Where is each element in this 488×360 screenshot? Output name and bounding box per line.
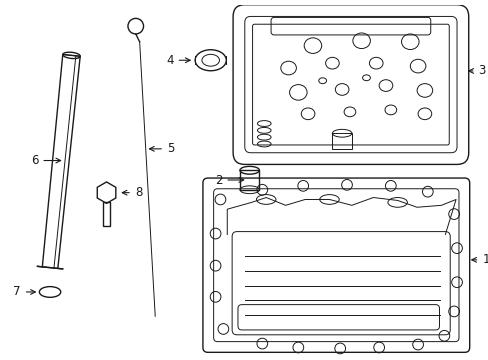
Text: 4: 4 <box>166 54 190 67</box>
Text: 6: 6 <box>31 154 61 167</box>
Text: 3: 3 <box>468 64 485 77</box>
Text: 1: 1 <box>471 253 488 266</box>
Text: 8: 8 <box>122 186 142 199</box>
Text: 2: 2 <box>214 174 243 186</box>
Text: 5: 5 <box>149 142 174 156</box>
Text: 7: 7 <box>13 285 35 298</box>
